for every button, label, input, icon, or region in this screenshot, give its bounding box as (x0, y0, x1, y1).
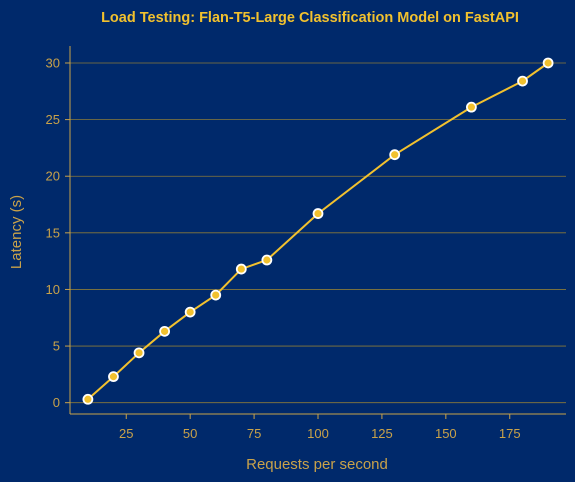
data-point (159, 325, 170, 337)
ticks: 0 5 10 15 20 25 30 25 50 75 100 125 150 175 (46, 55, 521, 441)
y-tick-label: 0 (53, 395, 60, 410)
x-tick-label: 25 (119, 426, 133, 441)
data-point (542, 57, 554, 69)
x-tick-label: 175 (499, 426, 521, 441)
grid (70, 62, 566, 404)
data-point (82, 393, 94, 405)
latency-series-line (87, 62, 549, 401)
data-point (261, 254, 273, 266)
x-tick-label: 50 (183, 426, 197, 441)
data-point (108, 371, 119, 383)
x-axis-label: Requests per second (246, 456, 388, 473)
data-point (210, 289, 222, 301)
x-tick-label: 75 (247, 426, 261, 441)
y-tick-label: 20 (46, 169, 60, 184)
y-tick-label: 30 (46, 55, 60, 70)
y-tick-label: 5 (53, 339, 60, 354)
data-point (312, 208, 324, 219)
data-points (82, 57, 554, 405)
data-point (466, 101, 477, 113)
y-tick-label: 15 (46, 225, 60, 240)
data-point (389, 149, 401, 161)
y-axis-label: Latency (s) (8, 195, 25, 269)
data-point (184, 306, 196, 318)
y-tick-label: 10 (46, 282, 60, 297)
data-point (133, 347, 145, 359)
axes (69, 46, 566, 415)
y-tick-label: 25 (46, 112, 60, 127)
x-tick-label: 150 (435, 426, 457, 441)
data-point (517, 75, 528, 87)
chart-title: Load Testing: Flan-T5-Large Classificati… (101, 10, 519, 26)
x-tick-label: 100 (307, 426, 329, 441)
data-point (235, 263, 247, 275)
x-tick-label: 125 (371, 426, 393, 441)
